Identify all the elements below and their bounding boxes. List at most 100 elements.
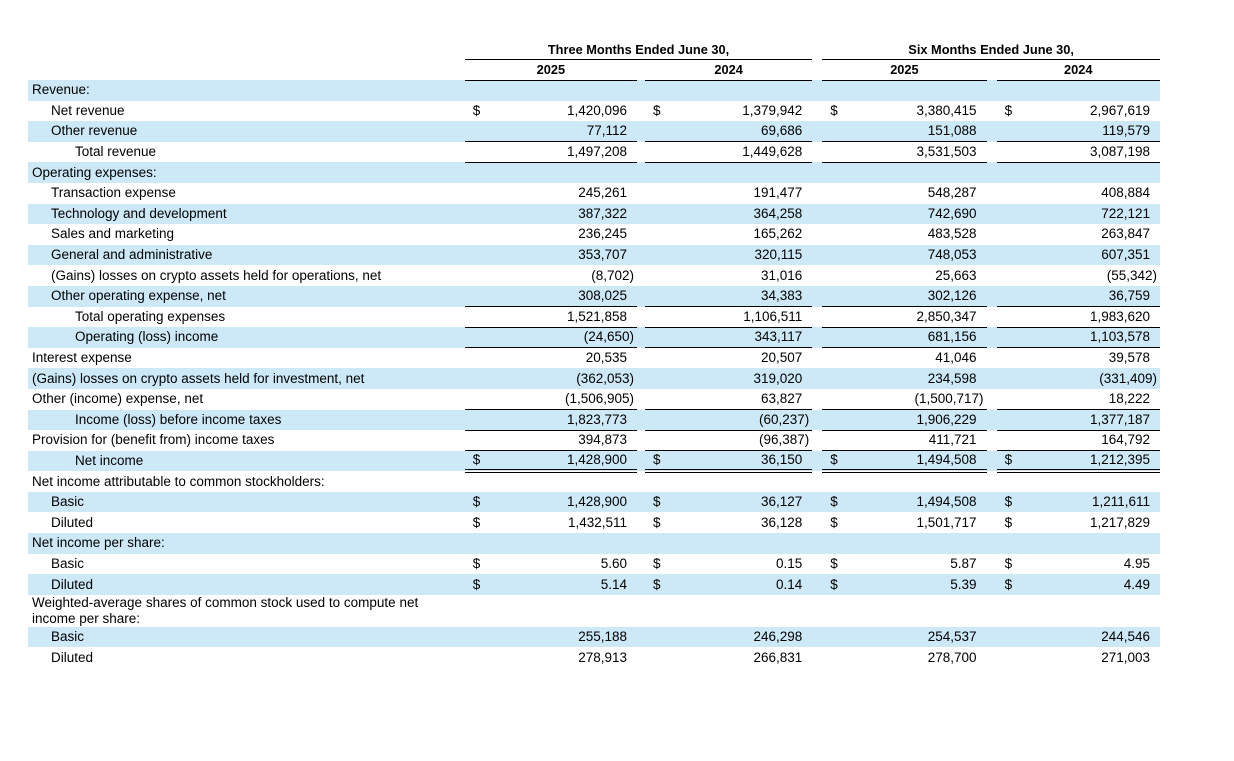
column-spacer — [987, 389, 997, 410]
amount-cell: 246,298 — [671, 626, 813, 648]
dollar-sign-cell — [645, 306, 672, 328]
amount-cell: 5.87 — [950, 555, 977, 571]
amount-cell: (1,500,717) — [848, 388, 987, 410]
dollar-sign-cell — [465, 471, 491, 492]
amount-cell: 364,258 — [671, 203, 813, 225]
dollar-sign-cell — [997, 647, 1023, 668]
column-spacer — [637, 348, 645, 369]
row-label: Provision for (benefit from) income taxe… — [32, 432, 275, 448]
table-row: Other revenue 77,112 69,686 151,088 119,579 — [28, 121, 1160, 143]
row-label: Income (loss) before income taxes — [28, 409, 465, 431]
column-spacer — [987, 142, 997, 163]
column-spacer — [812, 533, 823, 554]
table-header: Three Months Ended June 30, Six Months E… — [28, 38, 1160, 81]
table-row: Operating expenses: — [28, 162, 1160, 183]
dollar-sign-cell — [996, 121, 1023, 143]
dollar-sign-cell: $ — [645, 491, 672, 513]
row-label: General and administrative — [28, 244, 465, 266]
column-spacer — [637, 244, 646, 266]
dollar-sign-cell — [645, 647, 671, 668]
col-group-six-months: Six Months Ended June 30, — [822, 38, 1160, 60]
amount-cell: 1,217,829 — [1089, 514, 1150, 530]
table-row: Provision for (benefit from) income taxe… — [28, 430, 1160, 452]
amount-cell: 1,420,096 — [566, 102, 628, 118]
column-spacer — [637, 59, 645, 80]
dollar-sign-cell: $ — [464, 491, 491, 513]
amount-cell: 411,721 — [848, 430, 987, 452]
column-spacer — [812, 368, 823, 389]
amount-cell: 41,046 — [935, 350, 977, 366]
column-spacer — [637, 203, 646, 225]
row-label: Net revenue — [51, 102, 125, 118]
dollar-sign-cell — [822, 306, 849, 328]
table-row: Basic 255,188 246,298 254,537 244,546 — [28, 626, 1160, 648]
column-spacer — [637, 183, 645, 204]
dollar-sign-cell — [464, 626, 491, 648]
amount-cell: 245,261 — [578, 185, 628, 201]
dollar-sign-cell — [645, 368, 672, 389]
column-spacer — [637, 554, 645, 575]
dollar-sign-cell: $ — [645, 574, 672, 595]
row-label: Technology and development — [28, 203, 465, 225]
table-body: Revenue: Net revenue $1,420,096 $1,379,942 $… — [28, 80, 1160, 668]
dollar-sign-cell — [464, 368, 491, 389]
dollar-sign-cell: $ — [830, 555, 838, 571]
amount-cell: 1,103,578 — [1022, 327, 1160, 349]
dollar-sign-cell — [822, 265, 848, 286]
column-spacer — [812, 554, 822, 575]
dollar-sign-cell: $ — [653, 514, 661, 530]
dollar-sign-cell — [822, 595, 848, 627]
dollar-sign-cell — [822, 224, 848, 245]
dollar-sign-cell — [645, 244, 672, 266]
column-spacer — [812, 450, 823, 472]
column-spacer — [987, 101, 997, 122]
row-label: Basic — [28, 491, 465, 513]
column-spacer — [637, 512, 645, 533]
dollar-sign-cell — [822, 141, 849, 163]
table-row: Diluted 278,913 266,831 278,700 271,003 — [28, 647, 1160, 668]
column-spacer — [637, 142, 645, 163]
amount-cell — [1023, 595, 1160, 627]
amount-cell: 387,322 — [490, 203, 638, 225]
dollar-sign-cell — [822, 80, 849, 101]
column-spacer — [987, 647, 997, 668]
column-spacer — [987, 307, 997, 328]
column-spacer — [637, 327, 646, 348]
dollar-sign-cell — [822, 533, 849, 554]
column-spacer — [637, 224, 645, 245]
table-row: General and administrative 353,707 320,115… — [28, 244, 1160, 266]
amount-cell: 278,700 — [927, 649, 977, 665]
table-row: Operating (loss) income (24,650) 343,117 68… — [28, 327, 1160, 349]
amount-cell: 722,121 — [1022, 203, 1160, 225]
dollar-sign-cell — [996, 306, 1023, 328]
row-label: Revenue: — [28, 80, 465, 101]
table-row: Weighted-average shares of common stock … — [28, 595, 1160, 627]
dollar-sign-cell — [645, 430, 672, 452]
dollar-sign-cell: $ — [1004, 102, 1013, 118]
dollar-sign-cell — [645, 285, 672, 308]
amount-cell: 1,377,187 — [1022, 409, 1160, 431]
dollar-sign-cell — [464, 80, 491, 101]
column-spacer — [637, 285, 646, 307]
column-spacer — [812, 647, 822, 668]
amount-cell: 244,546 — [1022, 626, 1160, 648]
row-label: Net income — [28, 450, 465, 472]
amount-cell: 0.14 — [671, 574, 813, 595]
dollar-sign-cell — [822, 162, 849, 183]
row-label: Operating expenses: — [28, 162, 465, 183]
column-spacer — [812, 244, 823, 266]
dollar-sign-cell — [465, 348, 491, 369]
header-label-spacer — [28, 59, 465, 80]
column-spacer — [637, 265, 645, 286]
dollar-sign-cell — [997, 471, 1023, 492]
amount-cell: 18,222 — [1022, 388, 1160, 410]
year-header-3mo-2025: 2025 — [464, 59, 638, 81]
row-label: Diluted — [51, 514, 94, 530]
row-label: Other operating expense, net — [28, 285, 465, 307]
amount-cell: 2,967,619 — [1089, 102, 1150, 118]
column-spacer — [812, 430, 822, 451]
amount-cell: 36,759 — [1022, 285, 1160, 308]
dollar-sign-cell — [645, 409, 672, 431]
dollar-sign-cell: $ — [830, 514, 838, 530]
row-label: Weighted-average shares of common stock … — [32, 594, 419, 626]
